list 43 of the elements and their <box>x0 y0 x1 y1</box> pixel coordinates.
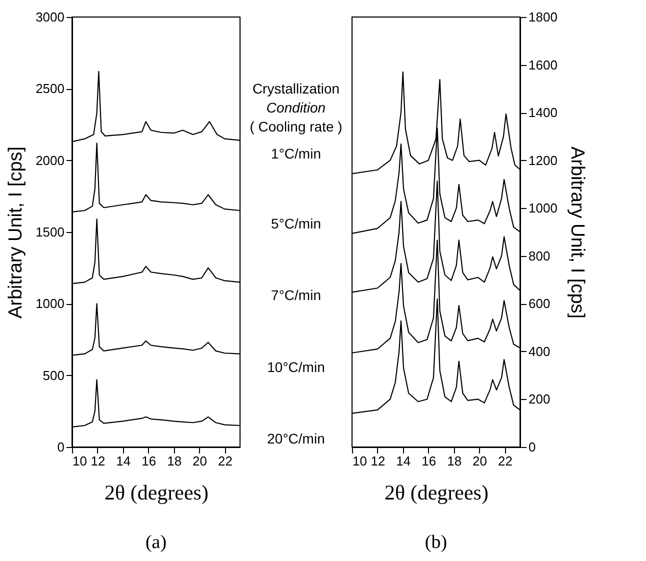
x-tick-label: 20 <box>472 454 488 468</box>
x-tick-label: 16 <box>422 454 436 468</box>
y2-tick-label: 200 <box>528 392 550 407</box>
x-tick-label: 22 <box>498 454 512 468</box>
y2-tick-label: 0 <box>528 440 536 454</box>
y2-tick-label: 400 <box>528 344 550 359</box>
y2-tick-label: 800 <box>528 248 550 264</box>
y-axis-title: Arbitrary Unit, I [cps] <box>6 146 27 319</box>
text: 1°C/min <box>271 145 321 162</box>
x-tick-label: 14 <box>116 454 131 468</box>
y-tick-label: 2000 <box>36 152 64 168</box>
series-label: 20°C/min <box>267 430 325 446</box>
x-tick-label: 16 <box>142 454 156 468</box>
series-label: 10°C/min <box>267 358 325 375</box>
x-tick-label: 12 <box>90 454 106 468</box>
text: (b) <box>424 532 448 553</box>
y2-tick-label: 1200 <box>528 152 558 168</box>
y2-tick-label: 600 <box>528 296 550 312</box>
text: (a) <box>145 532 167 553</box>
y-tick-label: 0 <box>57 440 64 454</box>
text: 5°C/min <box>271 216 321 232</box>
x-tick-label: 18 <box>447 454 462 468</box>
y2-tick-label: 1600 <box>528 57 558 72</box>
y-tick-label: 3000 <box>36 10 64 24</box>
y-tick-label: 1000 <box>36 296 64 312</box>
x-tick-label: 10 <box>352 454 367 468</box>
x-tick-label: 12 <box>370 454 386 468</box>
legend-title: Crystallization Condition ( Cooling rate ) <box>250 80 342 134</box>
x-tick-label: 10 <box>72 454 87 468</box>
x-tick-label: 20 <box>192 454 208 468</box>
y-tick-label: 500 <box>42 368 64 383</box>
y2-tick-label: 1800 <box>528 10 558 24</box>
x-tick-label: 14 <box>396 454 411 468</box>
y2-tick-label: 1000 <box>528 200 558 216</box>
x-axis-title: 2θ (degrees) <box>384 480 488 504</box>
y2-axis-title: Arbitrary Unit, I [cps] <box>566 146 588 319</box>
y-tick-label: 2500 <box>36 81 64 96</box>
text: 7°C/min <box>271 287 321 304</box>
x-tick-label: 22 <box>218 454 232 468</box>
x-axis-title: 2θ (degrees) <box>104 480 208 504</box>
x-tick-label: 18 <box>167 454 182 468</box>
y2-tick-label: 1400 <box>528 105 558 120</box>
y-tick-label: 1500 <box>36 224 64 240</box>
